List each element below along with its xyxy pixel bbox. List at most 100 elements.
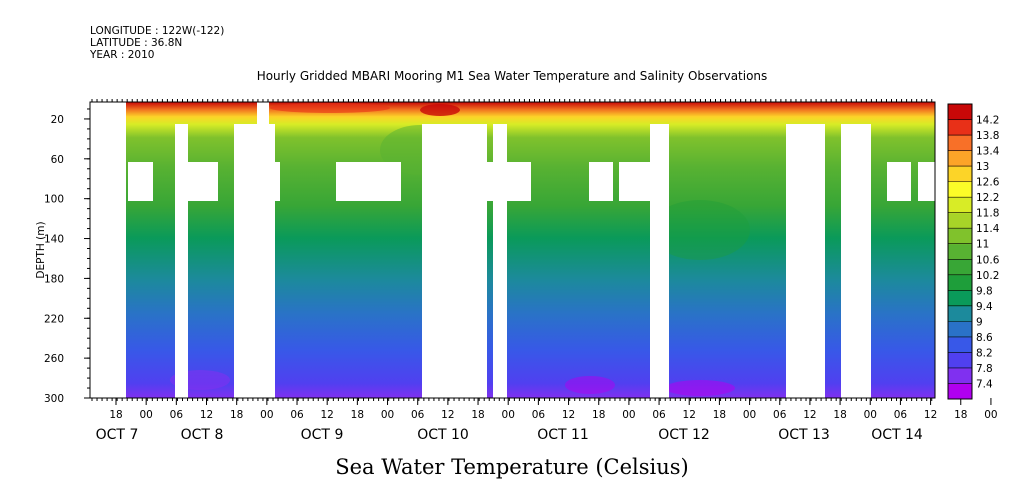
gap-block [589, 162, 613, 201]
colorbar-swatch [948, 259, 972, 276]
x-tick-label: 12 [562, 409, 575, 421]
cold-patch [665, 380, 735, 396]
gap-block [786, 124, 825, 398]
y-axis-label: DEPTH (m) [35, 221, 47, 278]
colorbar-swatch [948, 181, 972, 198]
x-day-label: OCT 9 [301, 427, 344, 443]
x-tick-label: 06 [411, 409, 425, 421]
x-day-label: OCT 10 [417, 427, 469, 443]
x-tick-label: 00 [622, 409, 635, 421]
y-tick-label: 260 [44, 353, 64, 365]
gap-block [650, 124, 669, 398]
gap-block [619, 162, 650, 201]
colorbar-tick-label: 12.6 [976, 177, 1000, 189]
colorbar-swatch [948, 290, 972, 307]
x-tick-label: 12 [200, 409, 213, 421]
gap-block [841, 124, 871, 398]
gap-block [887, 162, 911, 201]
colorbar-tick-label: 11 [976, 239, 989, 251]
gap-block [487, 162, 531, 201]
gap-block [918, 162, 935, 201]
x-tick-label: 18 [954, 409, 967, 421]
colorbar-tick-label: 9.8 [976, 285, 993, 297]
colorbar-swatch [948, 212, 972, 229]
colorbar-tick-label: 9 [976, 316, 983, 328]
x-tick-label: 12 [683, 409, 696, 421]
year-label: YEAR : 2010 [90, 49, 155, 61]
x-tick-label: 06 [170, 409, 184, 421]
y-tick-label: 180 [44, 273, 64, 285]
colorbar-tick-label: 13.8 [976, 130, 999, 142]
cold-patch [565, 376, 615, 394]
y-tick-label: 60 [51, 154, 64, 166]
plot-frame [89, 101, 936, 399]
x-day-label: OCT 7 [96, 427, 139, 443]
gap-block [175, 124, 188, 398]
x-tick-label: 12 [321, 409, 334, 421]
y-tick-label: 140 [44, 234, 64, 246]
colorbar-swatch [948, 119, 972, 136]
colorbar-tick-label: 9.4 [976, 301, 993, 313]
x-tick-label: 06 [652, 409, 666, 421]
colorbar-swatch [948, 104, 972, 121]
x-tick-label: 18 [351, 409, 364, 421]
x-tick-label: 00 [743, 409, 756, 421]
x-day-label: OCT 11 [537, 427, 589, 443]
y-tick-label: 20 [51, 114, 64, 126]
colorbar-swatch [948, 274, 972, 291]
colorbar-swatch [948, 135, 972, 152]
colorbar: 7.4 7.8 8.2 8.6 9 9.4 9.8 10.2 10.6 11 11.4 11.8 12.… [947, 103, 1000, 400]
x-tick-label: 18 [592, 409, 605, 421]
x-tick-label: 18 [713, 409, 726, 421]
mid-patch [650, 200, 750, 260]
colorbar-swatch [948, 166, 972, 183]
gap-block [336, 162, 401, 201]
x-tick-label: 12 [924, 409, 937, 421]
colorbar-swatch [948, 305, 972, 322]
gap-block [275, 162, 280, 201]
colorbar-tick-label: 13.4 [976, 146, 1000, 158]
colorbar-tick-label: 11.4 [976, 223, 1000, 235]
x-tick-label: 12 [441, 409, 454, 421]
x-tick-label: 06 [290, 409, 304, 421]
gap-block [188, 162, 218, 201]
colorbar-swatch [948, 352, 972, 369]
colorbar-swatch [948, 336, 972, 353]
chart-title: Hourly Gridded MBARI Mooring M1 Sea Wate… [256, 69, 768, 83]
colorbar-swatch [948, 321, 972, 338]
colorbar-tick-label: 8.2 [976, 347, 993, 359]
colorbar-swatch [948, 150, 972, 167]
y-tick-label: 220 [44, 313, 64, 325]
surface-patch [270, 103, 390, 113]
x-tick-label: 06 [894, 409, 908, 421]
x-day-label: OCT 14 [871, 427, 923, 443]
x-day-label: OCT 13 [778, 427, 830, 443]
longitude-label: LONGITUDE : 122W(-122) [90, 25, 225, 37]
x-day-label: OCT 8 [181, 427, 224, 443]
latitude-label: LATITUDE : 36.8N [90, 37, 183, 49]
gap-block [257, 102, 269, 127]
colorbar-tick-label: 10.2 [976, 270, 999, 282]
colorbar-tick-label: 8.6 [976, 332, 993, 344]
colorbar-swatch [948, 383, 972, 400]
colorbar-tick-label: 7.8 [976, 363, 993, 375]
colorbar-frame [947, 103, 973, 400]
y-tick-label: 300 [44, 393, 64, 405]
gap-block [234, 124, 275, 398]
gap-block [422, 124, 487, 398]
x-day-label: OCT 12 [658, 427, 710, 443]
gap-block [90, 102, 126, 398]
missing-data-gaps [90, 102, 935, 398]
x-tick-label: 18 [230, 409, 243, 421]
colorbar-swatch [948, 228, 972, 245]
colorbar-tick-label: 12.2 [976, 192, 999, 204]
x-tick-label: 00 [260, 409, 273, 421]
colorbar-tick-label: 13 [976, 161, 989, 173]
colorbar-swatch [948, 243, 972, 260]
colorbar-label: Sea Water Temperature (Celsius) [335, 455, 689, 479]
x-tick-label: 18 [833, 409, 846, 421]
colorbar-tick-label: 11.8 [976, 208, 999, 220]
colorbar-tick-label: 14.2 [976, 115, 999, 127]
x-tick-label: 18 [471, 409, 484, 421]
